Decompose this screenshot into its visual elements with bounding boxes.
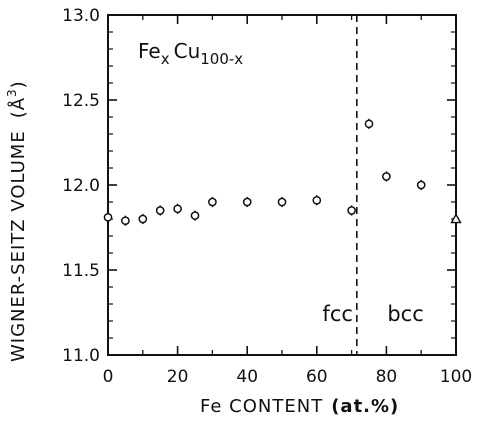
x-axis-label: Fe CONTENT (at.%) (200, 396, 399, 417)
region-label-fcc: fcc (322, 302, 353, 326)
y-tick-label: 13.0 (62, 6, 100, 26)
data-point (242, 197, 252, 207)
x-tick-label: 80 (376, 367, 398, 387)
data-point (364, 119, 374, 129)
y-tick-label: 12.0 (62, 176, 100, 196)
data-point (347, 206, 356, 215)
y-tick-label: 12.5 (62, 91, 100, 111)
data-point (382, 172, 391, 181)
data-point (103, 212, 113, 222)
data-point (277, 197, 287, 207)
data-point (312, 195, 322, 205)
data-point (208, 197, 217, 207)
y-tick-label: 11.5 (62, 261, 100, 281)
data-point-triangle (450, 213, 462, 224)
data-point (138, 214, 148, 224)
data-point (190, 211, 200, 220)
x-tick-label: 100 (440, 367, 472, 387)
y-axis-label: WIGNER-SEITZ VOLUME(Å3) (5, 80, 29, 362)
y-tick-label: 11.0 (62, 346, 100, 366)
data-point (173, 204, 182, 214)
x-tick-label: 20 (167, 367, 189, 387)
region-label-bcc: bcc (387, 302, 423, 326)
x-tick-label: 60 (306, 367, 328, 387)
data-point (155, 206, 165, 215)
x-tick-label: 0 (103, 367, 114, 387)
x-tick-label: 40 (236, 367, 258, 387)
data-point (416, 180, 426, 190)
chart-title: Fex Cu100-x (138, 39, 243, 68)
plot-area: 0 20 40 60 80 100 11.0 11.5 12.0 12.5 13.0 fcc bcc (62, 6, 472, 387)
data-point (121, 216, 130, 226)
